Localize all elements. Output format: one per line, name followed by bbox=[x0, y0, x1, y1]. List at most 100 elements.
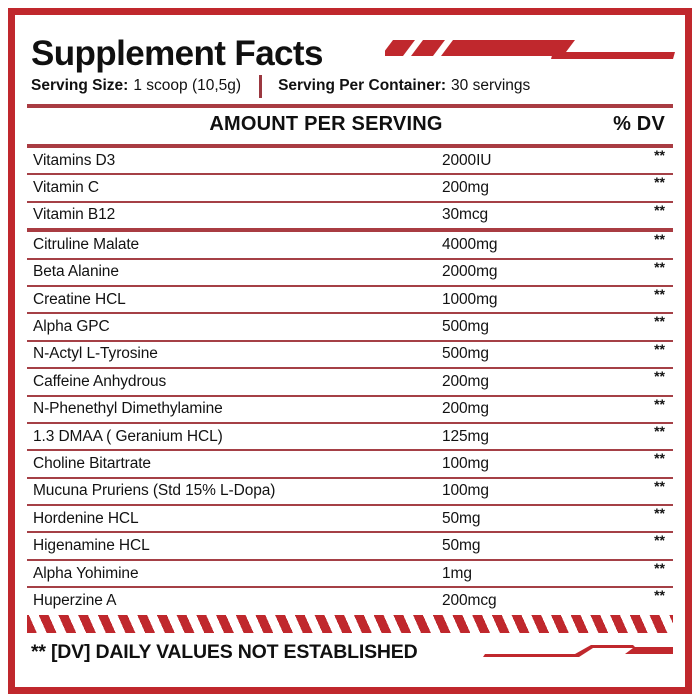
ingredient-name: Alpha Yohimine bbox=[33, 564, 139, 582]
serving-container-label: Serving Per Container: bbox=[278, 77, 447, 94]
ingredient-amount: 2000IU bbox=[442, 151, 492, 169]
ingredient-amount: 125mg bbox=[442, 427, 489, 445]
serving-container-block: Serving Per Container: 30 servings bbox=[278, 77, 530, 95]
ingredient-daily-value: ** bbox=[654, 368, 665, 385]
table-row: N-Phenethyl Dimethylamine 200mg ** bbox=[27, 395, 673, 422]
ingredient-amount: 500mg bbox=[442, 345, 489, 363]
ingredient-amount: 200mg bbox=[442, 372, 489, 390]
serving-size-label: Serving Size: bbox=[31, 77, 129, 94]
ingredient-daily-value: ** bbox=[654, 147, 665, 163]
ingredient-name: Vitamin C bbox=[33, 179, 100, 197]
serving-container-value: 30 servings bbox=[451, 77, 531, 94]
page-title: Supplement Facts bbox=[31, 34, 323, 73]
ingredient-name: 1.3 DMAA ( Geranium HCL) bbox=[33, 427, 223, 445]
row-divider-rule bbox=[27, 339, 673, 342]
row-divider-rule bbox=[27, 476, 673, 479]
rule-under-serving bbox=[27, 104, 673, 108]
row-divider-rule bbox=[27, 200, 673, 203]
ingredient-daily-value: ** bbox=[654, 477, 665, 494]
row-divider-rule bbox=[27, 449, 673, 452]
table-row: 1.3 DMAA ( Geranium HCL) 125mg ** bbox=[27, 422, 673, 449]
ingredient-daily-value: ** bbox=[654, 174, 665, 191]
ingredient-name: Citruline Malate bbox=[33, 235, 140, 253]
table-row: Beta Alanine 2000mg ** bbox=[27, 258, 673, 285]
ingredient-name: Vitamin B12 bbox=[33, 206, 116, 224]
ingredient-daily-value: ** bbox=[654, 258, 665, 275]
ingredient-amount: 50mg bbox=[442, 537, 481, 555]
table-row: Vitamin C 200mg ** bbox=[27, 174, 673, 200]
table-row: N-Actyl L-Tyrosine 500mg ** bbox=[27, 340, 673, 367]
ingredient-amount: 50mg bbox=[442, 509, 481, 527]
row-divider-rule bbox=[27, 173, 673, 176]
row-divider-rule bbox=[27, 504, 673, 507]
ingredient-daily-value: ** bbox=[654, 532, 665, 549]
table-row: Alpha GPC 500mg ** bbox=[27, 313, 673, 339]
ingredient-amount: 1mg bbox=[442, 564, 472, 582]
ingredient-name: Choline Bitartrate bbox=[33, 454, 151, 472]
table-row: Mucuna Pruriens (Std 15% L-Dopa) 100mg ** bbox=[27, 477, 673, 504]
table-row: Caffeine Anhydrous 200mg ** bbox=[27, 368, 673, 394]
ingredient-daily-value: ** bbox=[654, 505, 665, 522]
ingredient-amount: 100mg bbox=[442, 454, 489, 472]
row-divider-rule bbox=[27, 367, 673, 370]
row-divider-rule bbox=[27, 312, 673, 315]
title-stripe-decoration bbox=[385, 40, 675, 59]
row-divider-rule bbox=[27, 284, 673, 287]
ingredient-daily-value: ** bbox=[654, 231, 665, 248]
row-divider-rule bbox=[27, 586, 673, 589]
column-header-row: AMOUNT PER SERVING % DV bbox=[25, 108, 675, 141]
table-row: Choline Bitartrate 100mg ** bbox=[27, 450, 673, 476]
ingredient-amount: 500mg bbox=[442, 318, 489, 336]
ingredient-daily-value: ** bbox=[654, 395, 665, 412]
table-row: Huperzine A 200mcg ** bbox=[27, 587, 673, 613]
ingredient-daily-value: ** bbox=[654, 313, 665, 330]
row-divider-rule bbox=[27, 531, 673, 534]
row-divider-rule bbox=[27, 421, 673, 424]
ingredient-amount: 200mcg bbox=[442, 591, 497, 609]
ingredient-daily-value: ** bbox=[654, 285, 665, 302]
ingredient-name: Higenamine HCL bbox=[33, 537, 150, 555]
ingredient-amount: 4000mg bbox=[442, 235, 498, 253]
ingredient-amount: 30mcg bbox=[442, 206, 489, 224]
serving-size-block: Serving Size: 1 scoop (10,5g) bbox=[31, 77, 241, 95]
ingredient-daily-value: ** bbox=[654, 587, 665, 604]
table-row: Alpha Yohimine 1mg ** bbox=[27, 559, 673, 586]
ingredient-table: Vitamins D3 2000IU ** Vitamin C 200mg ** Vitam… bbox=[25, 147, 675, 614]
ingredient-daily-value: ** bbox=[654, 450, 665, 467]
table-row: Vitamin B12 30mcg ** bbox=[27, 201, 673, 228]
serving-info-row: Serving Size: 1 scoop (10,5g) Serving Pe… bbox=[25, 71, 675, 101]
table-row: Higenamine HCL 50mg ** bbox=[27, 533, 673, 558]
ingredient-name: Mucuna Pruriens (Std 15% L-Dopa) bbox=[33, 482, 276, 500]
title-row: Supplement Facts bbox=[25, 24, 675, 71]
ingredient-amount: 100mg bbox=[442, 482, 489, 500]
ingredient-amount: 200mg bbox=[442, 400, 489, 418]
daily-value-note: ** [DV] DAILY VALUES NOT ESTABLISHED bbox=[31, 641, 418, 664]
serving-divider bbox=[259, 74, 263, 98]
ingredient-name: Huperzine A bbox=[33, 591, 117, 609]
ingredient-name: Creatine HCL bbox=[33, 290, 126, 308]
diagonal-hatch-divider bbox=[27, 614, 673, 633]
ingredient-amount: 2000mg bbox=[442, 263, 498, 281]
serving-size-value: 1 scoop (10,5g) bbox=[133, 77, 242, 94]
row-divider-rule bbox=[27, 394, 673, 397]
ingredient-name: N-Phenethyl Dimethylamine bbox=[33, 400, 223, 418]
ingredient-daily-value: ** bbox=[654, 201, 665, 218]
ingredient-name: Beta Alanine bbox=[33, 263, 119, 281]
ingredient-daily-value: ** bbox=[654, 559, 665, 576]
ingredient-daily-value: ** bbox=[654, 340, 665, 357]
table-row: Citruline Malate 4000mg ** bbox=[27, 231, 673, 257]
ingredient-name: Hordenine HCL bbox=[33, 509, 139, 527]
ingredient-amount: 200mg bbox=[442, 179, 489, 197]
ingredient-daily-value: ** bbox=[654, 422, 665, 439]
ingredient-name: Alpha GPC bbox=[33, 318, 110, 336]
ingredient-amount: 1000mg bbox=[442, 290, 498, 308]
table-row: Hordenine HCL 50mg ** bbox=[27, 505, 673, 531]
amount-per-serving-header: AMOUNT PER SERVING bbox=[209, 113, 443, 135]
label-frame: Supplement Facts Serving Size: 1 scoop (… bbox=[8, 8, 692, 694]
table-row: Vitamins D3 2000IU ** bbox=[27, 147, 673, 173]
footer-row: ** [DV] DAILY VALUES NOT ESTABLISHED bbox=[25, 633, 675, 673]
ingredient-name: Vitamins D3 bbox=[33, 151, 116, 169]
table-row: Creatine HCL 1000mg ** bbox=[27, 285, 673, 312]
row-divider-rule bbox=[27, 257, 673, 260]
